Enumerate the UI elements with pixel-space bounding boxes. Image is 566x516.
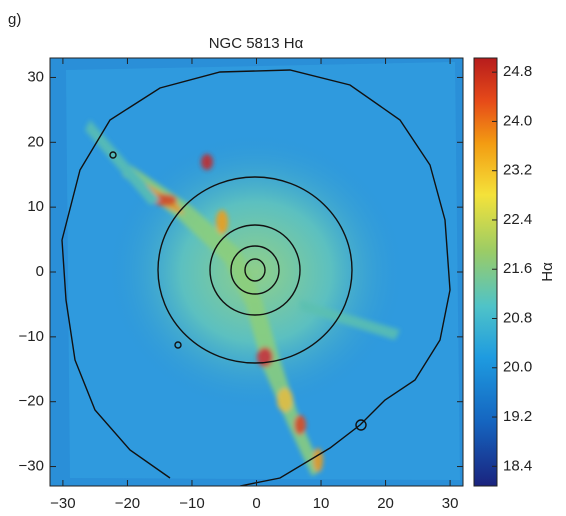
x-tick-label: 20 xyxy=(377,495,394,512)
y-tick-label: −20 xyxy=(19,393,44,410)
colorbar-tick-label: 20.0 xyxy=(503,359,532,376)
x-tick-label: −20 xyxy=(115,495,140,512)
map-image xyxy=(50,58,463,486)
y-tick-label: 30 xyxy=(27,68,44,85)
x-tick-label: −30 xyxy=(50,495,75,512)
colorbar-tick-label: 20.8 xyxy=(503,309,532,326)
colorbar-label: Hα xyxy=(539,262,556,282)
y-tick-label: −30 xyxy=(19,458,44,475)
y-tick-label: 20 xyxy=(27,133,44,150)
y-tick-label: −10 xyxy=(19,328,44,345)
colorbar-tick-label: 18.4 xyxy=(503,457,532,474)
x-tick-label: −10 xyxy=(179,495,204,512)
x-tick-label: 30 xyxy=(442,495,459,512)
x-tick-label: 0 xyxy=(252,495,260,512)
y-tick-label: 0 xyxy=(36,263,44,280)
colorbar-tick-label: 19.2 xyxy=(503,408,532,425)
colorbar-tick-label: 22.4 xyxy=(503,211,532,228)
colorbar-tick-label: 24.0 xyxy=(503,112,532,129)
colorbar-tick-label: 21.6 xyxy=(503,260,532,277)
colorbar xyxy=(473,57,498,487)
panel-label: g) xyxy=(8,11,21,28)
chart-title: NGC 5813 Hα xyxy=(209,35,304,52)
y-tick-label: 10 xyxy=(27,198,44,215)
x-tick-label: 10 xyxy=(313,495,330,512)
colorbar-tick-label: 24.8 xyxy=(503,63,532,80)
colorbar-tick-label: 23.2 xyxy=(503,162,532,179)
